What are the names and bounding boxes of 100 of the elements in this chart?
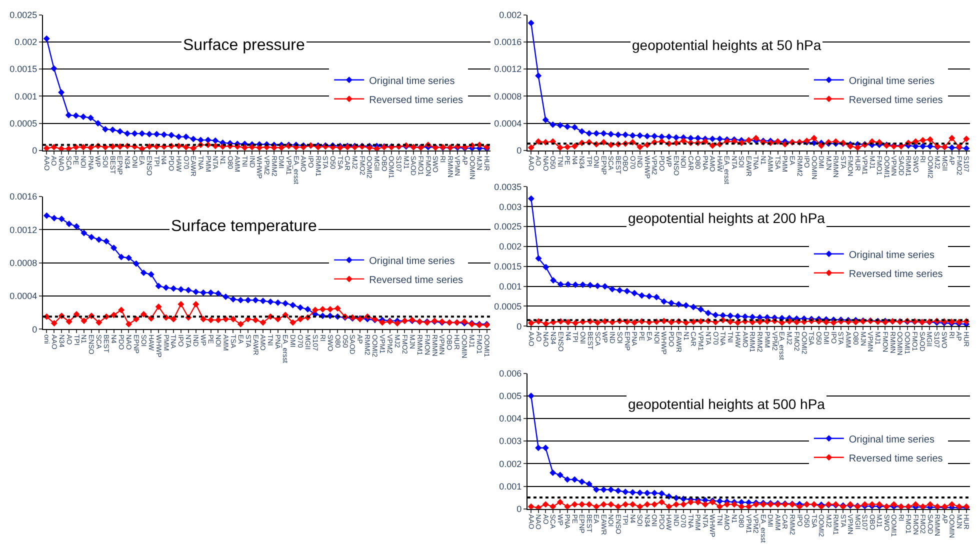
point (550, 277, 557, 284)
point (609, 286, 616, 292)
point (192, 288, 200, 296)
point (631, 319, 638, 326)
point (326, 306, 334, 312)
point (734, 312, 741, 320)
point (564, 281, 572, 288)
point (668, 300, 675, 306)
point (222, 294, 229, 300)
point (704, 310, 712, 316)
point (594, 282, 601, 290)
point (170, 285, 177, 292)
point (557, 281, 564, 288)
point (208, 289, 214, 296)
point (260, 298, 266, 304)
point (140, 270, 147, 276)
point (830, 319, 837, 326)
legend-label: Reversed time series (848, 94, 943, 106)
point (624, 318, 630, 326)
point (528, 195, 534, 202)
point (244, 296, 252, 304)
point (638, 292, 646, 299)
y-tick-label: 0.0004 (10, 291, 38, 302)
y-tick-label: 0.0016 (494, 37, 522, 48)
y-tick-label: 0.0012 (10, 224, 38, 235)
point (749, 314, 756, 320)
y-tick-label: 0 (516, 504, 522, 514)
y-tick-label: 0.002 (499, 242, 522, 252)
point (297, 304, 304, 311)
point (200, 289, 207, 296)
point (43, 212, 50, 219)
point (727, 318, 734, 326)
y-tick-label: 0.004 (499, 414, 522, 424)
point (73, 310, 80, 318)
point (379, 319, 386, 326)
text: Surface temperature (171, 218, 317, 235)
y-tick-label: 0.0005 (494, 301, 522, 312)
point (96, 236, 102, 243)
point (742, 313, 748, 320)
legend-label: Reversed time series (848, 268, 943, 280)
y-tick-label: 0.006 (499, 368, 522, 378)
y-tick-label: 0 (516, 321, 522, 332)
point (734, 319, 741, 326)
point (125, 254, 132, 262)
y-tick-label: 0.002 (499, 10, 522, 20)
point (237, 320, 244, 328)
point (192, 301, 200, 308)
point (118, 254, 125, 260)
point (682, 302, 690, 309)
point (252, 296, 259, 304)
point (103, 238, 110, 245)
point (230, 316, 236, 322)
point (66, 318, 72, 325)
point (162, 284, 170, 291)
legend-label: Reversed time series (848, 453, 943, 464)
legend-label: Original time series (369, 76, 455, 87)
y-tick-label: 0.005 (499, 391, 522, 402)
point (132, 316, 140, 322)
point (675, 300, 682, 308)
point (66, 220, 72, 228)
point (260, 319, 266, 326)
point (793, 318, 800, 326)
text: geopotential heights at 50 hPa (632, 37, 822, 53)
y-tick-label: 0.002 (14, 37, 38, 48)
point (660, 298, 668, 305)
point (690, 304, 697, 310)
point (155, 282, 162, 290)
point (572, 281, 579, 288)
point (580, 281, 586, 288)
y-tick-label: 0.0015 (494, 262, 522, 272)
point (668, 318, 675, 326)
point (653, 294, 660, 300)
point (110, 244, 118, 252)
y-tick-label: 0.0035 (494, 182, 522, 192)
y-tick-label: 0.0008 (494, 91, 522, 102)
y-tick-label: 0.001 (14, 91, 38, 102)
y-tick-label: 0.0008 (10, 258, 38, 268)
point (542, 320, 550, 326)
point (274, 299, 282, 306)
point (237, 296, 244, 304)
y-tick-label: 0 (32, 324, 38, 334)
point (73, 223, 80, 230)
point (720, 312, 726, 319)
point (586, 282, 594, 288)
y-tick-label: 0.0012 (494, 64, 522, 74)
point (132, 260, 140, 267)
point (208, 316, 214, 324)
text: geopotential heights at 500 hPa (628, 396, 826, 412)
y-tick-label: 0.0004 (494, 118, 522, 128)
point (528, 320, 534, 326)
y-tick-label: 0.0005 (10, 118, 38, 128)
point (535, 255, 542, 262)
y-tick-label: 0.003 (499, 436, 522, 446)
y-tick-label: 0 (32, 146, 38, 156)
point (185, 286, 192, 294)
y-tick-label: 0.003 (499, 202, 522, 212)
point (624, 288, 630, 294)
point (297, 316, 304, 322)
point (50, 214, 58, 222)
point (756, 314, 764, 321)
